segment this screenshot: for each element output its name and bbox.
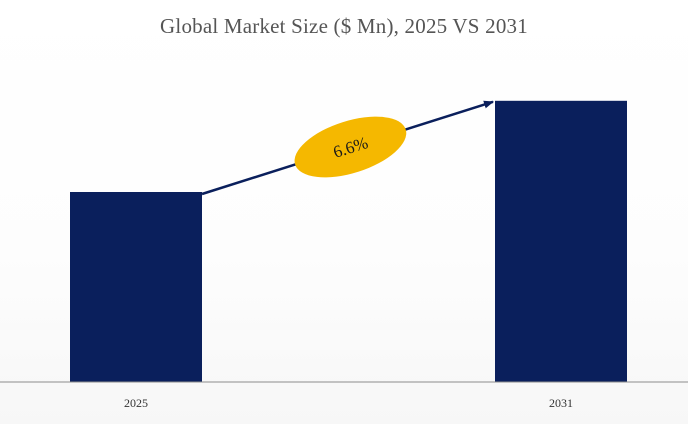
x-tick-labels: 2025 2031 xyxy=(124,396,573,410)
bars-layer xyxy=(70,100,627,383)
bar-2031 xyxy=(495,100,627,383)
cagr-badge: 6.6% xyxy=(294,116,407,178)
bar-2025 xyxy=(70,192,202,382)
cagr-annotation: 6.6% xyxy=(201,100,494,196)
cagr-badge-shape xyxy=(294,116,407,178)
x-tick-label-2025: 2025 xyxy=(124,396,148,410)
x-tick-label-2031: 2031 xyxy=(549,396,573,410)
chart-title: Global Market Size ($ Mn), 2025 VS 2031 xyxy=(160,14,528,38)
